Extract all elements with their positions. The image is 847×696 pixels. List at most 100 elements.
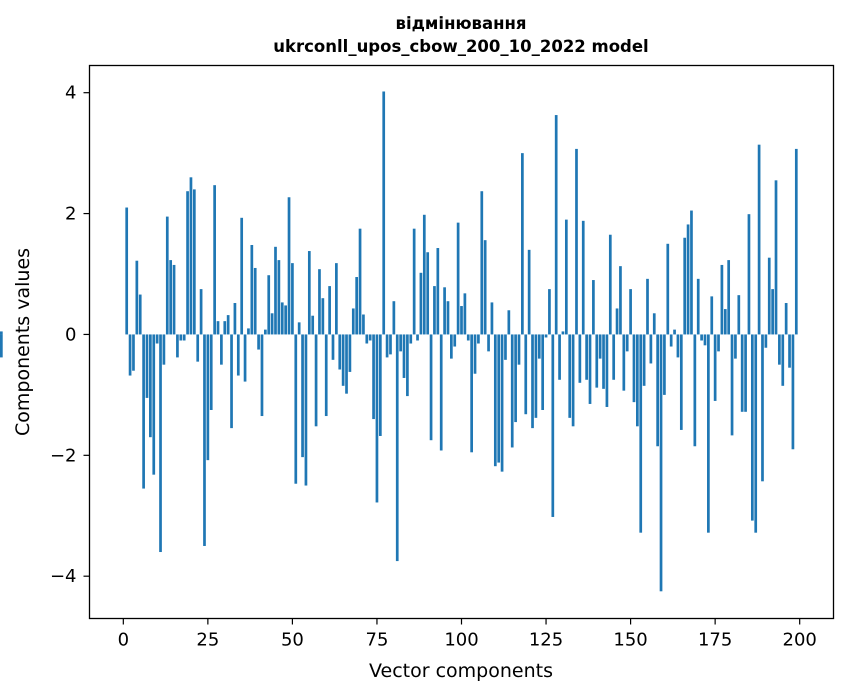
bar — [510, 334, 514, 448]
x-tick-label: 175 — [698, 630, 732, 651]
bar — [450, 334, 453, 359]
bar — [209, 334, 213, 410]
bar — [737, 295, 741, 335]
bar — [395, 334, 399, 562]
bar — [132, 334, 135, 371]
bar — [480, 191, 484, 335]
bar — [487, 334, 490, 352]
bar — [247, 328, 250, 335]
bar — [544, 334, 548, 338]
bar — [548, 289, 551, 335]
bar — [324, 334, 328, 417]
bar — [669, 334, 673, 347]
bar — [274, 246, 277, 335]
y-axis-label: Components values — [12, 248, 34, 436]
bar — [784, 303, 788, 335]
bar — [422, 214, 426, 335]
bar — [226, 315, 230, 335]
bar — [595, 334, 599, 388]
bar — [348, 334, 352, 372]
bar — [196, 334, 200, 362]
bar — [666, 243, 670, 335]
bar — [172, 264, 176, 335]
bar — [456, 222, 460, 335]
bar — [740, 334, 744, 412]
bar — [602, 334, 605, 389]
bar — [213, 185, 216, 335]
y-tick-label: 4 — [65, 83, 76, 104]
x-tick-label: 100 — [444, 630, 478, 651]
bar — [700, 334, 703, 341]
bar — [612, 334, 616, 380]
bar — [720, 264, 724, 335]
bar — [713, 334, 717, 401]
bar — [192, 189, 196, 335]
bar — [615, 308, 619, 335]
bar — [707, 334, 710, 533]
bar — [747, 214, 751, 335]
bar — [683, 237, 687, 335]
bar — [723, 309, 727, 335]
bar — [439, 334, 443, 451]
bar — [314, 334, 318, 427]
bar — [656, 334, 659, 447]
bar — [693, 334, 697, 447]
bar — [531, 334, 534, 429]
bar — [155, 334, 159, 344]
bar — [460, 306, 463, 335]
bar — [284, 305, 287, 335]
bar — [774, 180, 778, 335]
bar — [162, 334, 166, 365]
bar — [527, 249, 531, 335]
x-tick-label: 50 — [281, 630, 304, 651]
bar — [267, 275, 271, 335]
bar — [703, 334, 707, 346]
bar — [696, 278, 700, 335]
bar — [778, 334, 781, 365]
bar — [294, 334, 298, 484]
bars-group — [0, 91, 798, 592]
bar — [466, 334, 470, 341]
x-tick-label: 150 — [613, 630, 647, 651]
bar — [412, 228, 416, 335]
bar — [328, 286, 331, 335]
bar — [642, 334, 646, 386]
bar — [663, 334, 666, 395]
bar — [517, 334, 521, 365]
bar — [524, 334, 528, 415]
bar — [571, 334, 575, 427]
bar — [233, 303, 237, 335]
bar — [504, 334, 507, 360]
bar — [673, 329, 676, 335]
bar — [727, 260, 731, 335]
bar — [521, 153, 524, 335]
bar — [402, 334, 406, 378]
bar — [240, 217, 244, 335]
bar — [206, 334, 210, 461]
bar — [0, 331, 3, 335]
bar — [250, 244, 254, 335]
bar — [750, 334, 754, 521]
bar — [142, 334, 145, 489]
bar — [791, 334, 795, 450]
bar — [551, 334, 555, 517]
chart-title-line1: відмінювання — [396, 14, 527, 33]
bar — [443, 287, 446, 335]
x-tick-label: 75 — [366, 630, 389, 651]
bar — [216, 321, 220, 335]
bar — [493, 334, 497, 467]
bar — [223, 321, 227, 335]
bar — [311, 315, 315, 335]
bar — [277, 260, 281, 335]
bar — [392, 301, 396, 335]
bar — [625, 334, 629, 352]
bar — [321, 298, 325, 335]
bar — [757, 144, 761, 335]
bar — [165, 216, 169, 335]
bar — [186, 191, 189, 335]
bar — [744, 334, 747, 412]
bar — [304, 334, 308, 486]
bar — [676, 334, 680, 358]
bar — [497, 334, 501, 463]
